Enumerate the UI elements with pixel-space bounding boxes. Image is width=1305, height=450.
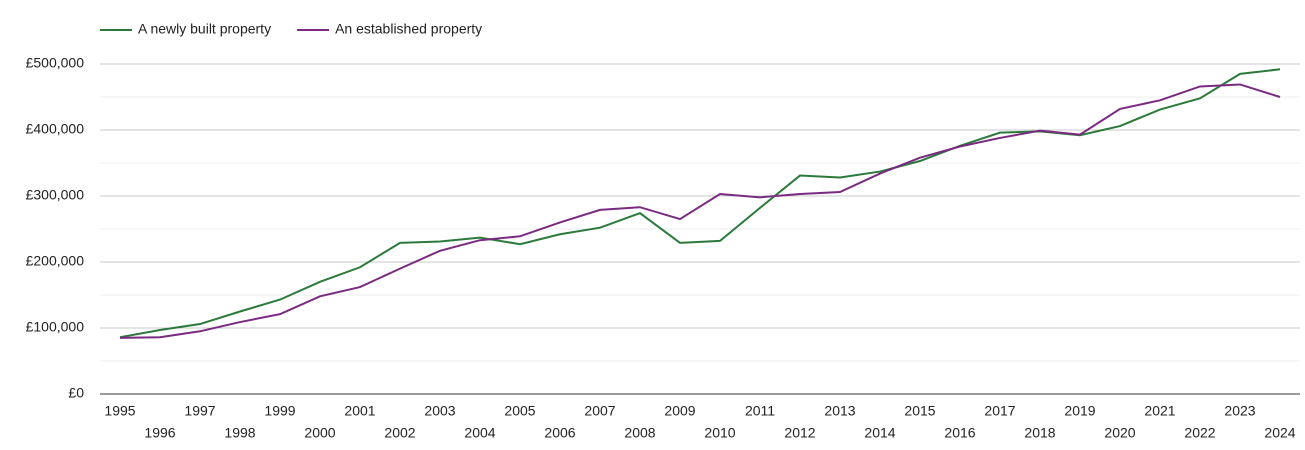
x-tick-label: 2023: [1224, 403, 1255, 419]
y-tick-label: £0: [68, 385, 84, 401]
y-tick-label: £200,000: [26, 253, 85, 269]
series-line: [119, 68, 1281, 339]
x-tick-label: 2001: [344, 403, 375, 419]
x-tick-label: 2006: [544, 425, 575, 441]
x-tick-label: 2007: [584, 403, 615, 419]
x-tick-label: 1995: [104, 403, 135, 419]
x-tick-label: 2014: [864, 425, 895, 441]
x-tick-label: 1999: [264, 403, 295, 419]
series-line: [119, 83, 1281, 339]
x-tick-label: 2017: [984, 403, 1015, 419]
x-tick-label: 2011: [745, 403, 775, 419]
x-tick-label: 2005: [504, 403, 535, 419]
x-tick-label: 1997: [184, 403, 215, 419]
y-tick-label: £400,000: [26, 121, 85, 137]
x-tick-label: 2003: [424, 403, 455, 419]
x-tick-label: 1998: [224, 425, 255, 441]
y-tick-label: £300,000: [26, 187, 85, 203]
x-tick-label: 2012: [784, 425, 815, 441]
x-tick-label: 2021: [1144, 403, 1175, 419]
x-tick-label: 2022: [1184, 425, 1215, 441]
legend-label: An established property: [335, 21, 482, 37]
legend-label: A newly built property: [138, 21, 271, 37]
x-tick-label: 2008: [624, 425, 655, 441]
x-tick-label: 2024: [1264, 425, 1295, 441]
x-tick-label: 2000: [304, 425, 335, 441]
x-tick-label: 1996: [144, 425, 175, 441]
x-tick-label: 2004: [464, 425, 495, 441]
x-tick-label: 2018: [1024, 425, 1055, 441]
x-tick-label: 2020: [1104, 425, 1135, 441]
x-tick-label: 2010: [704, 425, 735, 441]
x-tick-label: 2019: [1064, 403, 1095, 419]
x-tick-label: 2002: [384, 425, 415, 441]
x-tick-label: 2015: [904, 403, 935, 419]
x-tick-label: 2009: [664, 403, 695, 419]
y-tick-label: £100,000: [26, 319, 85, 335]
x-tick-label: 2016: [944, 425, 975, 441]
y-tick-label: £500,000: [26, 55, 85, 71]
x-tick-label: 2013: [824, 403, 855, 419]
